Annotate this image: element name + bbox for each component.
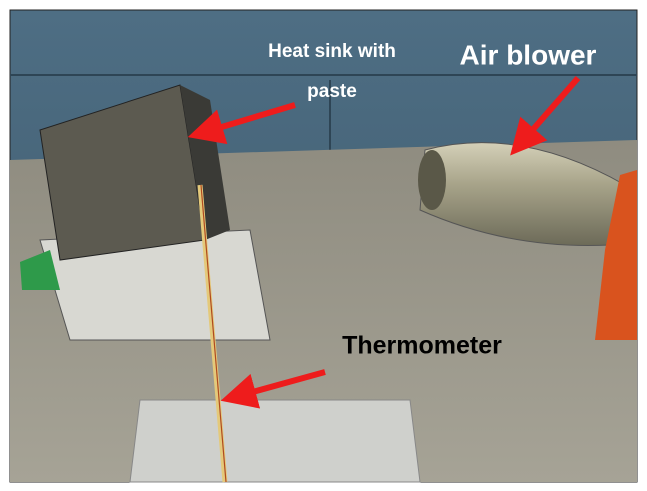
paper <box>129 399 421 483</box>
blower-mouth <box>418 150 446 210</box>
label-line: paste <box>307 81 357 102</box>
arrow <box>510 76 581 156</box>
arrow <box>220 369 326 409</box>
arrow <box>187 102 296 145</box>
label-line: Heat sink with <box>268 41 396 62</box>
label-line: Thermometer <box>342 332 502 360</box>
thermometer <box>197 184 228 483</box>
arrows <box>187 76 581 409</box>
blower-stand <box>595 170 637 340</box>
scene <box>9 9 638 483</box>
label-line: Air blower <box>460 39 597 70</box>
thermometer-line <box>200 184 227 483</box>
green-clip <box>20 250 60 290</box>
